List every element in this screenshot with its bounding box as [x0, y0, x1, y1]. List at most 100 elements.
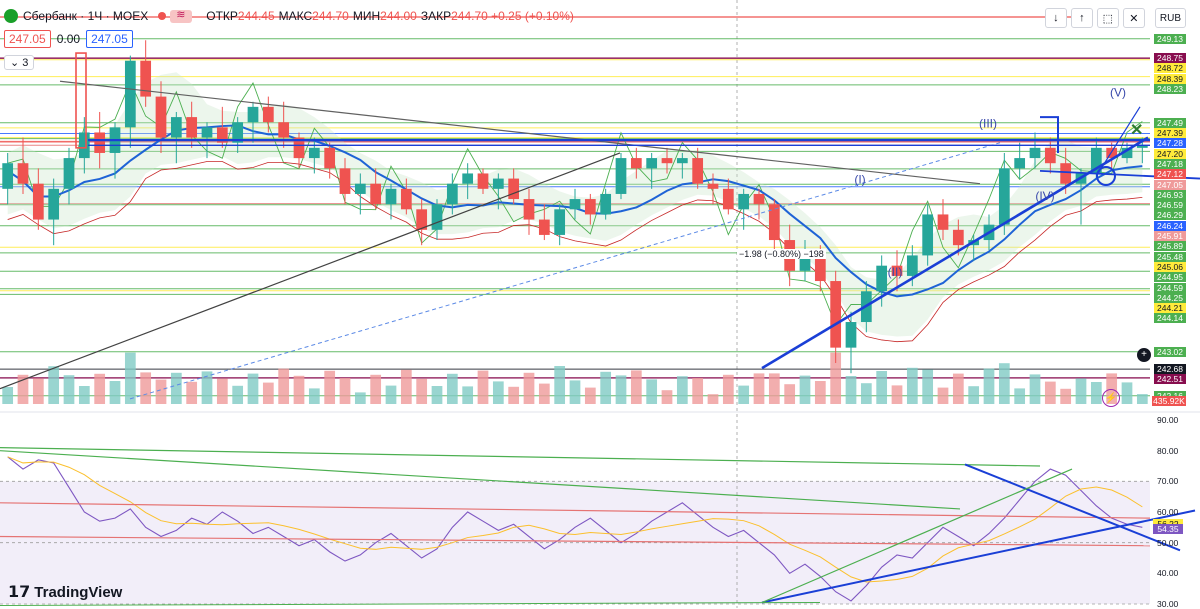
buy-button[interactable]: 247.05 [86, 30, 133, 48]
wave-label: (I) [854, 173, 865, 187]
volume-bar [1136, 394, 1148, 404]
candle [17, 137, 29, 194]
candle [1106, 142, 1118, 169]
candle-body [293, 137, 305, 159]
candle [431, 199, 443, 241]
candle [508, 168, 520, 205]
candle-body [523, 199, 535, 220]
uptrend-line [761, 136, 1149, 370]
indicators-toggle-button[interactable]: ⌄ 3 [4, 55, 35, 70]
candle-body [830, 281, 842, 348]
dashed-square-icon[interactable]: ⬚ [1096, 8, 1119, 28]
plus-icon[interactable]: + [1137, 348, 1151, 362]
candle-body [1014, 158, 1026, 169]
candle [830, 270, 842, 364]
candle [630, 147, 642, 179]
price-label: 244.59 [1154, 282, 1186, 293]
volume-bar [477, 370, 489, 404]
wave-label: (IV) [1035, 189, 1054, 203]
ohlc-value: 244.45 [237, 9, 275, 23]
candle-body [814, 255, 826, 282]
candle [937, 199, 949, 241]
candle [170, 111, 182, 164]
price-label: 247.28 [1154, 138, 1186, 149]
volume-bar [906, 367, 918, 404]
candle-body [247, 106, 259, 123]
candle-body [170, 117, 182, 138]
rsi-trend-line [761, 509, 1196, 604]
candle [722, 178, 734, 215]
candle [48, 178, 60, 246]
close-icon[interactable]: ✕ [1122, 8, 1145, 28]
volume-bar [661, 390, 673, 404]
candle-body [400, 188, 412, 210]
volume-bar [845, 376, 857, 404]
rsi-tick-label: 80.00 [1157, 445, 1179, 456]
rsi-tick-label: 40.00 [1157, 568, 1179, 579]
candle-body [538, 219, 550, 235]
candle-body [722, 188, 734, 210]
volume-bar [738, 385, 750, 404]
candle [523, 188, 535, 235]
price-label: 248.39 [1154, 73, 1186, 84]
candle-body [1136, 145, 1148, 148]
volume-bar [247, 373, 259, 404]
candle [845, 311, 857, 374]
volume-bar [584, 387, 596, 404]
volume-bar [94, 373, 106, 404]
wave-label: (II) [888, 265, 903, 279]
candle [324, 142, 336, 179]
candle [140, 40, 152, 107]
price-label: 249.13 [1154, 33, 1186, 44]
volume-bar [232, 385, 244, 404]
candle-body [1044, 147, 1056, 164]
candle-body [354, 183, 366, 194]
symbol-title[interactable]: Сбербанк · 1Ч · MOEX [23, 9, 149, 23]
rsi-trend-line [0, 601, 821, 607]
candle-body [998, 168, 1010, 225]
candle [1121, 142, 1133, 164]
candle [569, 188, 581, 220]
candle-body [140, 60, 152, 97]
price-label: 242.68 [1154, 364, 1186, 375]
candle-body [416, 209, 428, 230]
spread-value: 0.00 [56, 32, 81, 46]
candle [1090, 137, 1102, 179]
volume-bar [830, 352, 842, 404]
price-label: 245.91 [1154, 231, 1186, 242]
price-label: 247.49 [1154, 117, 1186, 128]
sell-button[interactable]: 247.05 [4, 30, 51, 48]
volume-bar [1029, 374, 1041, 404]
candle [646, 152, 658, 189]
price-label: 247.05 [1154, 179, 1186, 190]
volume-bar [1075, 378, 1087, 404]
arrow-up-icon[interactable]: ↑ [1070, 8, 1093, 28]
toolbar: ↓ ↑ ⬚ ✕ RUB [1044, 8, 1186, 28]
volume-bar [998, 363, 1010, 404]
volume-bar [968, 386, 980, 404]
candle [1014, 142, 1026, 179]
candle [738, 188, 750, 230]
volume-bar [216, 378, 228, 404]
candle [339, 158, 351, 205]
candle-body [891, 265, 903, 276]
volume-bar [937, 387, 949, 404]
candle-body [876, 265, 888, 292]
candle-body [906, 255, 918, 276]
candle [32, 168, 44, 230]
rsi-tick-label: 60.00 [1157, 507, 1179, 517]
candle [477, 168, 489, 194]
lightning-icon[interactable]: ⚡ [1102, 389, 1120, 407]
volume-bar [646, 379, 658, 404]
volume-bar [753, 373, 765, 404]
trade-panel: 247.05 0.00 247.05 [4, 30, 133, 48]
currency-select[interactable]: RUB [1154, 8, 1186, 28]
price-label: 245.48 [1154, 251, 1186, 262]
candle-body [385, 188, 397, 205]
arrow-down-icon[interactable]: ↓ [1044, 8, 1067, 28]
candle-body [738, 193, 750, 210]
candle [753, 188, 765, 220]
indicator-pill-icon[interactable] [170, 8, 193, 23]
candle [1029, 132, 1041, 169]
